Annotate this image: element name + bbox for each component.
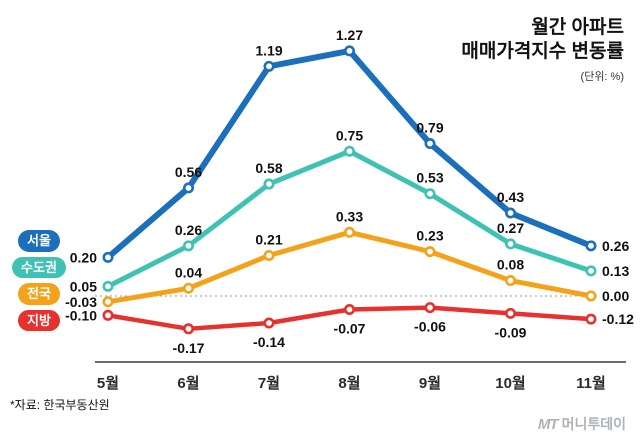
data-label: 0.04: [175, 264, 202, 280]
legend-pill-seoul: 서울: [18, 230, 60, 252]
data-point: [585, 265, 597, 277]
data-point: [504, 238, 516, 250]
publisher-watermark: MT 머니투데이: [538, 414, 626, 434]
data-point: [102, 251, 114, 263]
data-label: 1.27: [336, 27, 363, 43]
data-label: 0.43: [497, 189, 524, 205]
data-point: [183, 282, 195, 294]
chart-title-line1: 월간 아파트: [531, 17, 624, 38]
data-point: [504, 307, 516, 319]
chart-title-line2: 매매가격지수 변동률: [461, 40, 624, 62]
data-point: [263, 317, 275, 329]
data-label: -0.14: [253, 334, 285, 350]
data-label: 0.79: [416, 120, 443, 136]
data-point: [183, 182, 195, 194]
data-label: 0.20: [70, 249, 97, 265]
data-point: [585, 290, 597, 302]
data-point: [102, 280, 114, 292]
data-label: 0.21: [255, 231, 282, 247]
data-label: 0.53: [416, 170, 443, 186]
data-label: 0.13: [602, 263, 629, 279]
x-axis-label: 5월: [97, 375, 119, 392]
data-label: -0.10: [65, 307, 97, 323]
data-point: [343, 45, 355, 57]
data-point: [424, 138, 436, 150]
x-axis-label: 9월: [419, 375, 441, 392]
data-label: 0.26: [175, 222, 202, 238]
data-label: -0.12: [602, 311, 634, 327]
x-axis-label: 8월: [338, 375, 360, 392]
legend-pill-metro: 수도권: [12, 256, 66, 279]
data-point: [424, 188, 436, 200]
data-point: [424, 246, 436, 258]
data-label: 0.23: [416, 228, 443, 244]
data-point: [263, 249, 275, 261]
x-axis-label: 11월: [576, 375, 606, 392]
data-label: 0.75: [336, 127, 363, 143]
source-footnote: *자료: 한국부동산원: [10, 398, 110, 412]
data-point: [343, 145, 355, 157]
legend-pill-regional: 지방: [18, 309, 60, 332]
data-point: [263, 60, 275, 72]
data-label: -0.06: [414, 319, 446, 335]
data-point: [102, 296, 114, 308]
data-label: -0.07: [334, 321, 366, 337]
data-point: [585, 313, 597, 325]
data-label: -0.03: [65, 294, 97, 310]
data-point: [183, 323, 195, 335]
chart-unit-label: (단위: %): [580, 70, 624, 83]
chart-title: 월간 아파트 매매가격지수 변동률 (단위: %): [461, 16, 624, 84]
publisher-logo: MT: [537, 415, 559, 433]
data-point: [343, 304, 355, 316]
data-point: [585, 240, 597, 252]
data-label: 1.19: [255, 42, 282, 58]
legend: 서울 수도권 전국 지방: [6, 230, 72, 332]
data-label: 0.00: [602, 288, 629, 304]
data-point: [504, 207, 516, 219]
data-label: 0.58: [255, 160, 282, 176]
data-point: [504, 275, 516, 287]
data-point: [102, 309, 114, 321]
data-point: [424, 302, 436, 314]
data-label: 0.08: [497, 257, 524, 273]
x-axis-label: 10월: [495, 375, 526, 392]
data-point: [263, 178, 275, 190]
data-label: 0.56: [175, 164, 202, 180]
data-label: -0.09: [495, 324, 527, 340]
data-label: 0.05: [70, 278, 97, 294]
data-label: 0.26: [602, 238, 629, 254]
legend-pill-national: 전국: [18, 283, 60, 305]
data-label: 0.33: [336, 208, 363, 224]
data-point: [183, 240, 195, 252]
x-axis-label: 7월: [258, 375, 280, 392]
publisher-name: 머니투데이: [561, 416, 626, 432]
data-label: -0.17: [173, 340, 205, 356]
data-point: [343, 226, 355, 238]
data-label: 0.27: [497, 220, 524, 236]
x-axis-label: 6월: [177, 375, 199, 392]
